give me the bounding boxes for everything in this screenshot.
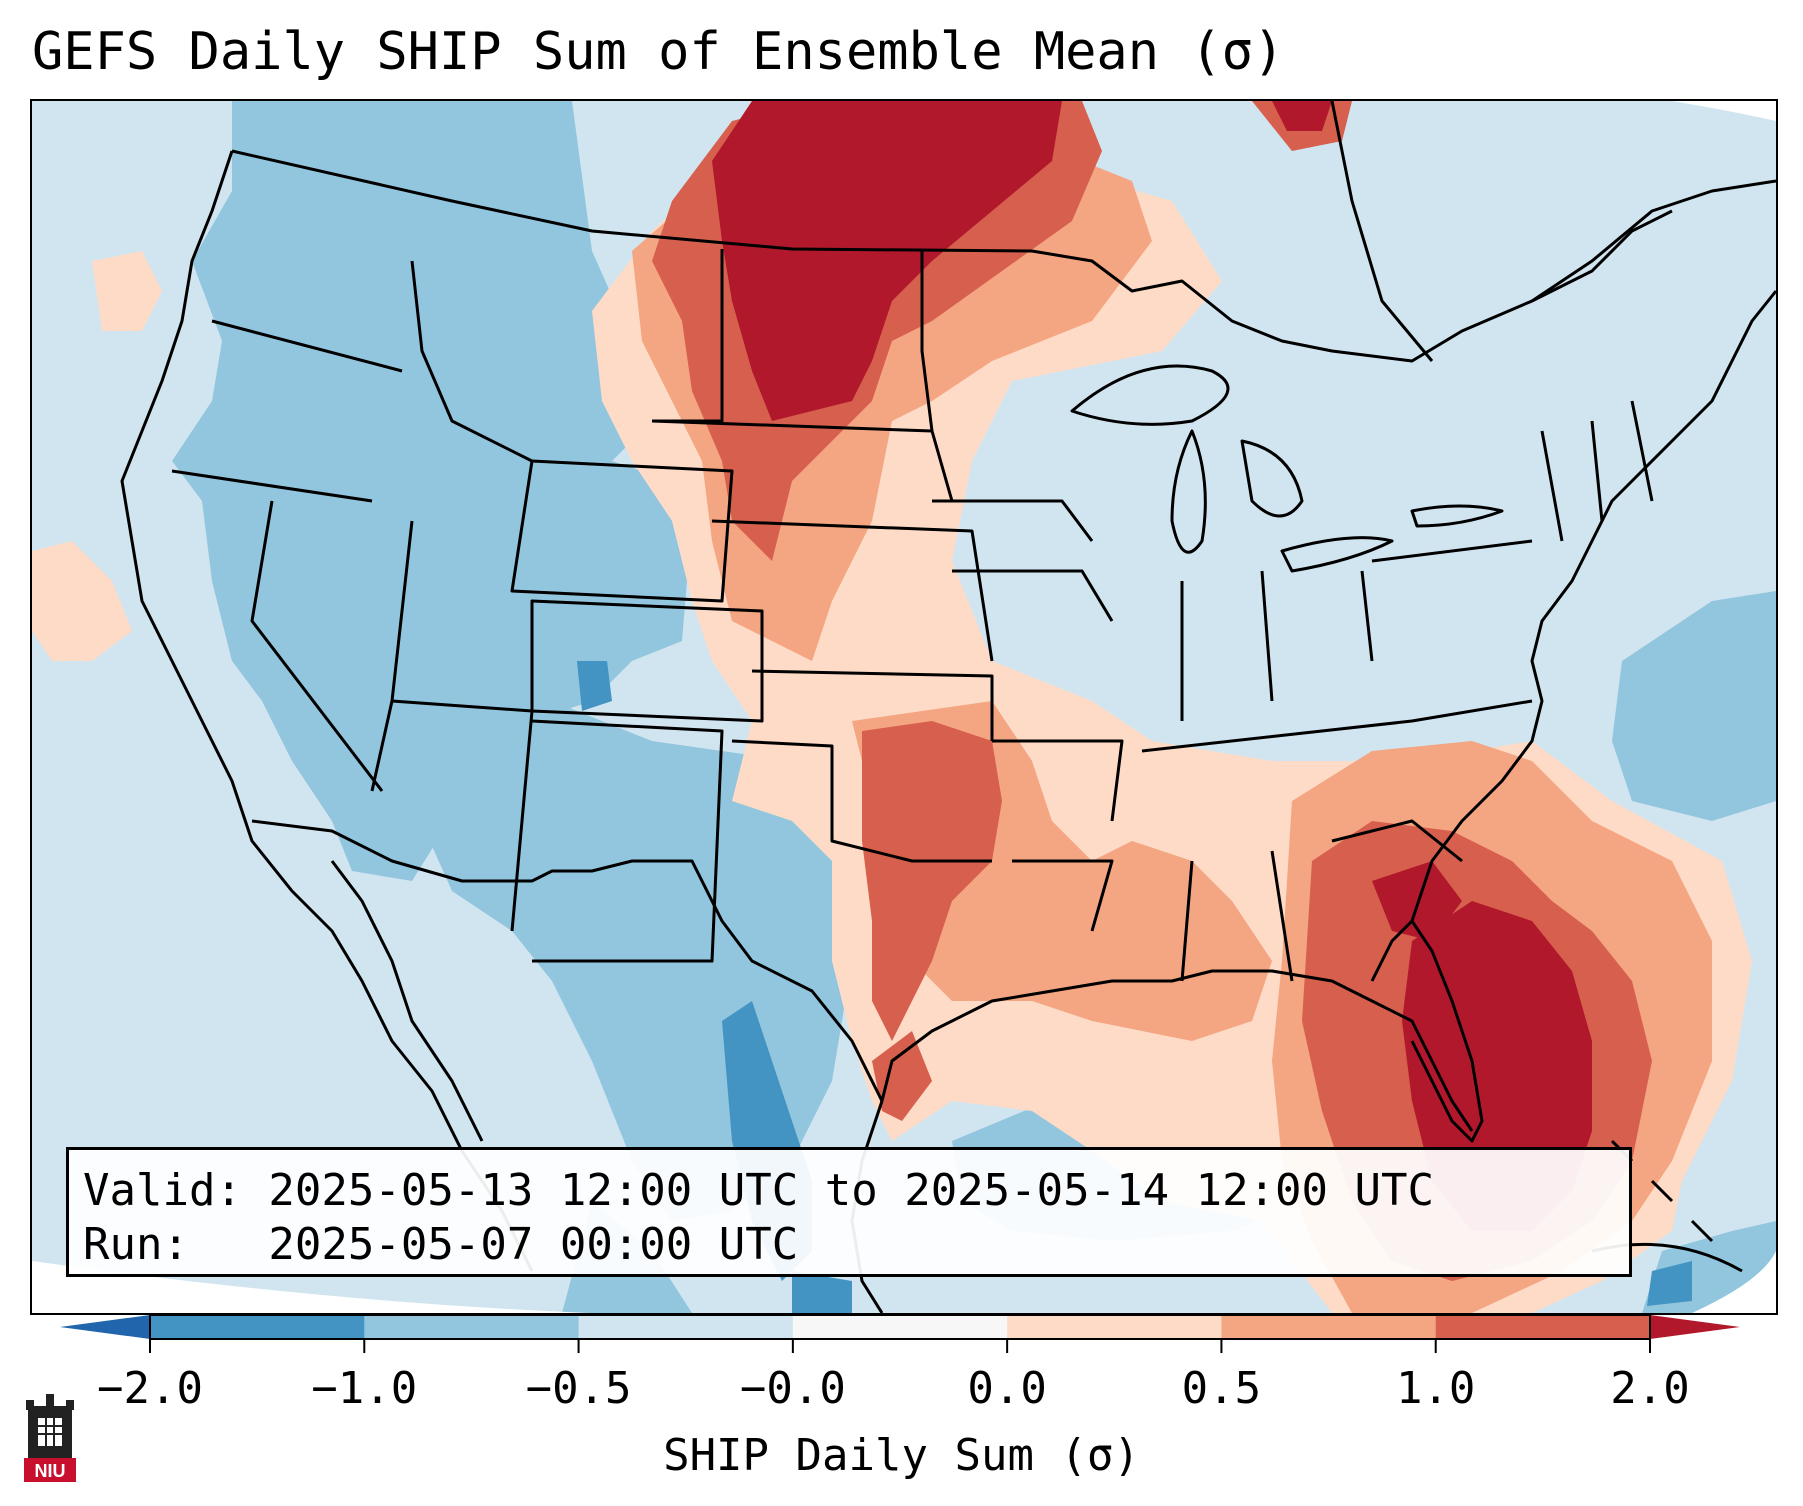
florida-peninsula	[1370, 919, 1484, 1143]
colorbar-bin	[364, 1315, 580, 1339]
baja-peninsula	[330, 860, 484, 1142]
colorbar	[60, 1314, 1740, 1353]
pacific-light-red-pocket	[32, 541, 132, 661]
great-lake-superior	[1070, 364, 1230, 426]
state-line-wy	[510, 459, 734, 603]
colorbar-under-triangle	[60, 1315, 150, 1339]
run-time-line: Run: 2025-05-07 00:00 UTC	[83, 1219, 799, 1270]
gulf-coastline	[880, 969, 1474, 1132]
map-panel	[30, 99, 1778, 1315]
projection-edge-right	[1692, 1251, 1776, 1313]
us-canada-border	[231, 149, 1673, 363]
colorbar-bin	[578, 1315, 794, 1339]
state-line-mo-ar	[992, 739, 1124, 822]
great-lake-michigan	[1170, 429, 1207, 554]
state-line-ms-al	[1180, 860, 1194, 982]
colorbar-tick-label: −0.0	[739, 1363, 846, 1414]
north-dakota-extreme-region	[712, 101, 1062, 421]
colorbar-bin	[792, 1315, 1008, 1339]
colorbar-label: SHIP Daily Sum (σ)	[663, 1430, 1140, 1481]
niu-banner	[24, 1458, 76, 1482]
colorbar-over-triangle	[1650, 1315, 1740, 1339]
state-line-mn-ia	[932, 499, 1094, 542]
state-line-nv-ca	[250, 500, 384, 792]
state-line-in-oh	[1260, 570, 1274, 702]
state-line-sd-ne	[651, 419, 954, 502]
state-line-ok-tx	[731, 739, 992, 863]
quebec-extreme-pocket	[1272, 101, 1332, 131]
colorbar-tick-label: 2.0	[1610, 1363, 1690, 1414]
colorbar-ticks	[149, 1339, 1651, 1353]
pacific-coastline	[120, 150, 534, 1272]
state-line-ar-la	[1012, 859, 1114, 932]
texas-coast-dark-red-pocket	[872, 1031, 932, 1121]
state-line-ny-pa	[1371, 539, 1533, 563]
pacific-north-light-red-pocket	[92, 251, 162, 331]
colorbar-tick-label: 0.5	[1181, 1363, 1262, 1414]
colorbar-bin	[150, 1315, 365, 1339]
state-line-or-ca	[171, 469, 373, 503]
valid-time-line: Valid: 2025-05-13 12:00 UTC to 2025-05-1…	[83, 1165, 1435, 1216]
quebec-coast	[1531, 179, 1776, 303]
great-lake-ontario	[1410, 504, 1504, 528]
colorbar-tick-label: −1.0	[311, 1363, 418, 1414]
colorbar-bins	[150, 1315, 1651, 1339]
state-line-or-wa	[211, 319, 403, 373]
great-lake-erie	[1280, 536, 1394, 573]
state-line-ut-az	[391, 699, 534, 932]
state-line-new-england	[1540, 400, 1654, 542]
political-boundaries	[120, 101, 1776, 1313]
atlantic-blue-region	[1612, 591, 1776, 821]
state-line-oh-pa	[1360, 570, 1374, 662]
projection-edge	[32, 1261, 932, 1313]
georgia-extreme-region	[1372, 861, 1462, 941]
colorbar-bin	[1007, 1315, 1222, 1339]
state-line-id-mt	[410, 260, 533, 463]
oklahoma-dark-red-region	[862, 721, 1002, 1041]
atlantic-coastline	[1410, 290, 1776, 922]
colorado-dark-blue-pocket	[577, 661, 612, 711]
great-lake-huron	[1240, 439, 1304, 518]
state-line-nd-mn	[920, 251, 934, 432]
tower-icon	[26, 1394, 74, 1458]
state-line-co	[530, 599, 764, 723]
colorbar-bin	[1221, 1315, 1437, 1339]
state-line-ne-ks	[711, 519, 994, 662]
colorbar-tick-label: −2.0	[97, 1363, 203, 1414]
niu-logo: NIU	[24, 1394, 76, 1482]
colorbar-tick-label: 0.0	[967, 1363, 1047, 1414]
us-mexico-border	[251, 819, 884, 1102]
map-title: GEFS Daily SHIP Sum of Ensemble Mean (σ)	[32, 22, 1285, 82]
state-line-tn-ky	[1141, 699, 1533, 753]
colorbar-bin	[1435, 1315, 1651, 1339]
state-line-nv-ut	[370, 520, 414, 792]
colorbar-tick-label: −0.5	[525, 1363, 632, 1414]
state-line-nm	[531, 719, 724, 963]
projection-edge-top	[1672, 101, 1776, 121]
state-line-al-ga	[1270, 850, 1294, 982]
hudson-bay-shore	[1330, 101, 1434, 362]
valid-run-info-box: Valid: 2025-05-13 12:00 UTC to 2025-05-1…	[66, 1147, 1632, 1277]
niu-logo-text: NIU	[35, 1461, 66, 1481]
colorbar-tick-label: 1.0	[1395, 1363, 1476, 1414]
state-line-ks-ok	[751, 669, 994, 741]
state-line-ga-sc	[1331, 819, 1463, 863]
mexico-dark-blue-pocket	[792, 1271, 852, 1313]
caribbean-dark-blue-pocket	[1647, 1261, 1692, 1306]
colorbar-outline	[149, 1314, 1651, 1340]
state-line-ia-mo	[952, 569, 1114, 622]
ship-anomaly-map	[32, 101, 1776, 1313]
